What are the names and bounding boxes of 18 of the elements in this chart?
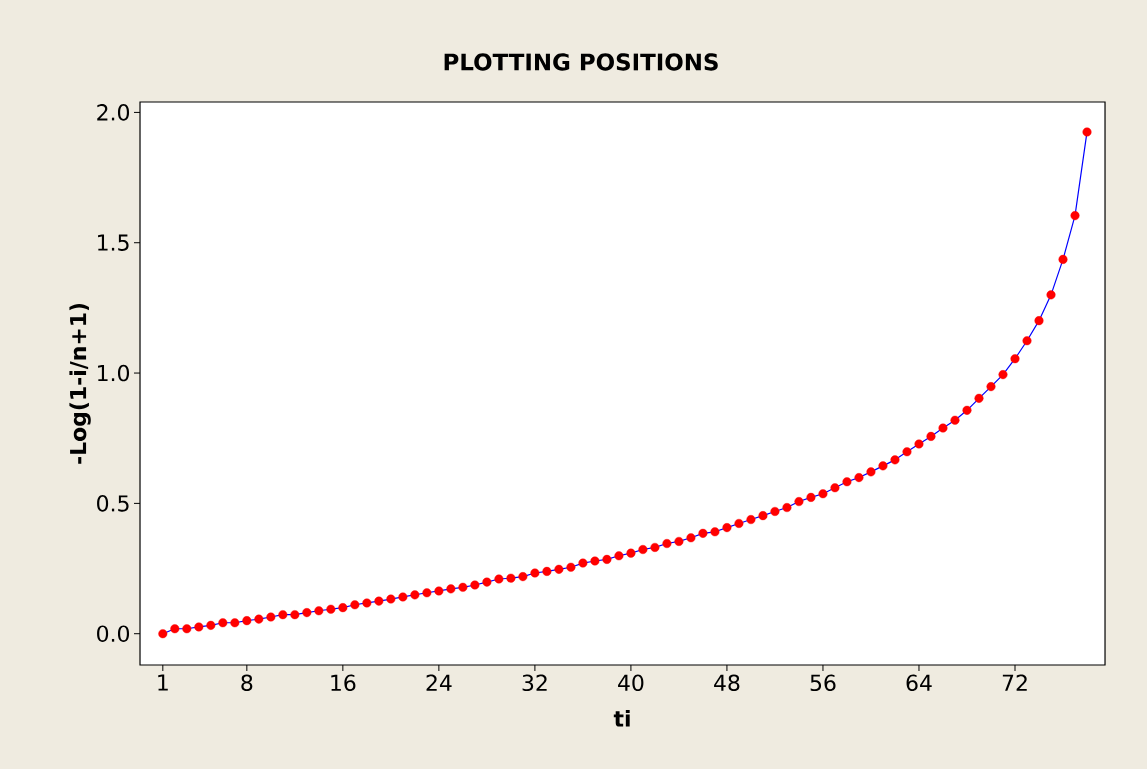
x-tick-label: 48: [714, 674, 740, 692]
x-tick-label: 1: [158, 674, 168, 691]
y-tick-label: 2.0: [97, 104, 130, 121]
x-tick-label: 32: [522, 674, 547, 692]
y-tick-label: 0.0: [97, 625, 130, 642]
y-tick-label: 1.0: [98, 364, 130, 382]
x-tick-label: 24: [426, 674, 452, 691]
x-tick-label: 8: [241, 674, 253, 692]
x-axis-title: ti: [613, 709, 630, 727]
y-tick-label: 1.5: [98, 234, 129, 251]
x-tick-label: 16: [331, 674, 356, 692]
y-axis-title: -Log(1-i/n+1): [69, 303, 91, 464]
x-tick-label: 64: [906, 674, 932, 692]
y-tick-label: 0.5: [97, 495, 129, 512]
x-tick-label: 72: [1002, 674, 1027, 691]
chart-title: PLOTTING POSITIONS: [444, 53, 718, 71]
x-tick-label: 56: [810, 674, 836, 692]
x-tick-label: 40: [618, 674, 644, 692]
